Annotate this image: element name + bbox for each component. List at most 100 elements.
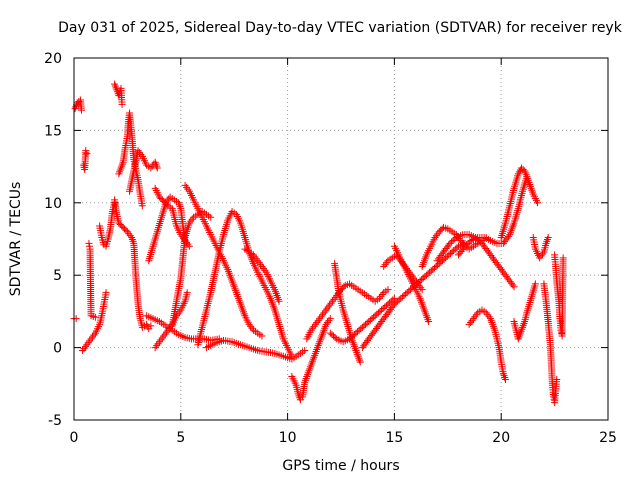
data-point (176, 203, 184, 211)
data-point (328, 331, 336, 339)
data-point (370, 313, 378, 321)
data-point (161, 199, 169, 207)
axis-ticks: 0 5 10 15 20 25 -5 0 5 10 15 20 (44, 51, 617, 446)
data-point (448, 238, 456, 246)
data-point (91, 313, 99, 321)
data-point (398, 293, 406, 301)
data-point (368, 315, 376, 323)
data-point (330, 332, 338, 340)
data-point (418, 286, 426, 294)
data-point (422, 271, 430, 279)
data-point (418, 276, 426, 284)
data-point (451, 235, 459, 243)
data-point (360, 322, 368, 330)
y-tick-label: 20 (44, 51, 62, 67)
data-point (389, 302, 397, 310)
data-point (460, 244, 468, 252)
data-point (363, 319, 371, 327)
data-point (374, 309, 382, 317)
data-point (331, 333, 339, 341)
data-point (102, 289, 110, 297)
data-point (376, 307, 384, 315)
y-tick-label: 15 (44, 123, 62, 139)
data-point (160, 197, 168, 205)
data-point (163, 200, 171, 208)
data-point (354, 328, 362, 336)
data-point (147, 322, 155, 330)
data-point (366, 316, 374, 324)
x-tick-label: 15 (385, 430, 403, 446)
data-point (356, 358, 364, 366)
data-point (461, 242, 469, 250)
data-point (462, 241, 470, 249)
data-point (543, 235, 551, 243)
data-point (531, 280, 539, 288)
data-point (207, 213, 215, 221)
data-point (295, 392, 303, 400)
data-point (434, 261, 442, 269)
data-point (153, 164, 161, 172)
data-point (357, 325, 365, 333)
x-tick-label: 5 (176, 430, 185, 446)
data-point (510, 283, 518, 291)
data-point (340, 283, 348, 291)
data-point (501, 375, 509, 383)
data-point (517, 164, 525, 172)
data-point (405, 287, 413, 295)
x-tick-label: 20 (492, 430, 510, 446)
data-point (445, 251, 453, 259)
data-point (558, 329, 566, 337)
data-point (553, 375, 561, 383)
data-point (449, 236, 457, 244)
data-point (395, 296, 403, 304)
data-point (550, 396, 558, 404)
data-point (77, 106, 85, 114)
data-point (400, 291, 408, 299)
x-tick-label: 25 (599, 430, 617, 446)
data-point (352, 329, 360, 337)
y-axis-label: SDTVAR / TECUs (8, 182, 24, 297)
data-point (432, 263, 440, 271)
data-point (326, 329, 334, 337)
data-point (85, 242, 93, 250)
data-point (509, 281, 517, 289)
data-point (430, 264, 438, 272)
data-point (390, 300, 398, 308)
data-points (70, 80, 567, 407)
data-point (387, 297, 395, 305)
data-point (258, 332, 266, 340)
data-point (443, 252, 451, 260)
data-point (403, 289, 411, 297)
data-point (379, 305, 387, 313)
data-point (119, 223, 127, 231)
data-point (464, 239, 472, 247)
data-point (382, 302, 390, 310)
data-point (402, 290, 410, 298)
data-point (116, 221, 124, 229)
data-point (544, 234, 552, 242)
data-point (158, 196, 166, 204)
data-point (381, 303, 389, 311)
data-point (83, 150, 91, 158)
data-point (476, 238, 484, 246)
data-point (450, 247, 458, 255)
data-point (446, 239, 454, 247)
x-axis-label: GPS time / hours (282, 458, 399, 474)
data-point (155, 193, 163, 201)
data-point (378, 306, 386, 314)
data-point (466, 238, 474, 246)
data-point (397, 294, 405, 302)
data-point (115, 219, 123, 227)
data-point (448, 248, 456, 256)
data-point (384, 286, 392, 294)
data-point (73, 99, 81, 107)
data-point (122, 226, 130, 234)
data-point (534, 199, 542, 207)
x-tick-label: 10 (279, 430, 297, 446)
data-point (185, 242, 193, 250)
data-point (85, 239, 93, 247)
data-point (429, 265, 437, 273)
data-point (118, 100, 126, 108)
data-point (373, 310, 381, 318)
